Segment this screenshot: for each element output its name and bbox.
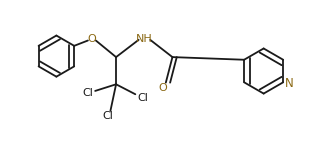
Text: N: N: [285, 78, 293, 90]
Text: Cl: Cl: [102, 111, 113, 121]
Text: O: O: [159, 83, 168, 93]
Text: O: O: [87, 34, 96, 43]
Text: NH: NH: [136, 34, 153, 43]
Text: Cl: Cl: [137, 93, 148, 103]
Text: Cl: Cl: [83, 88, 93, 98]
